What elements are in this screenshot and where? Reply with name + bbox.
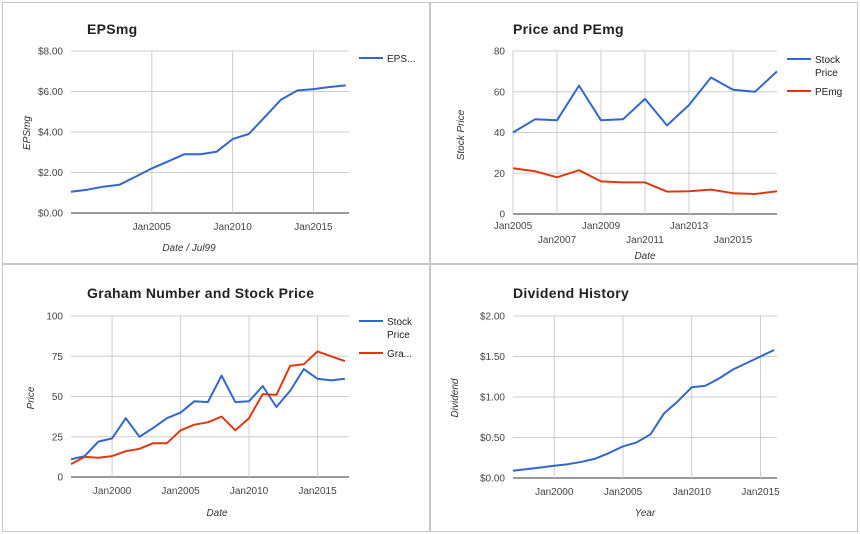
legend-label-stock-price: Stock Price — [387, 317, 413, 341]
series-line-1[interactable] — [512, 70, 778, 134]
x-axis-ticks: Jan2005 Jan2009 Jan2013 Jan2007 Jan2011 Jan20… — [494, 221, 753, 246]
chart-title: Graham Number and Stock Price — [87, 285, 314, 301]
y-axis-ticks: 0 20 40 60 80 — [494, 47, 506, 221]
y-tick-label: 80 — [494, 47, 506, 58]
x-tick-label: Jan2011 — [626, 235, 664, 246]
chart-title: Dividend History — [513, 285, 629, 301]
y-axis-title: EPSmg — [22, 116, 33, 150]
x-tick-label: Jan2015 — [294, 222, 333, 233]
graham-chart: Graham Number and Stock Price 0 25 50 75 100… — [26, 285, 413, 519]
y-tick-label: 100 — [46, 312, 63, 323]
x-axis-title: Year — [635, 508, 656, 519]
y-tick-label: $8.00 — [38, 47, 63, 58]
y-tick-label: $0.50 — [480, 433, 505, 444]
y-axis-title: Price — [26, 386, 37, 409]
x-axis-title: Date / Jul99 — [162, 243, 216, 254]
y-axis-title: Stock Price — [456, 109, 467, 160]
y-tick-label: $4.00 — [38, 128, 63, 139]
series-group — [512, 349, 775, 472]
x-tick-label: Jan2010 — [673, 487, 712, 498]
eps-chart-panel: EPSmg $0.00 $2.00 $4.00 $6.00 $8.00 Jan2005 J… — [2, 2, 430, 264]
x-axis-ticks: Jan2000 Jan2005 Jan2010 Jan2015 — [93, 486, 337, 497]
x-tick-label: Jan2005 — [604, 487, 643, 498]
y-axis-ticks: $0.00 $0.50 $1.00 $1.50 $2.00 — [480, 312, 505, 485]
y-tick-label: $6.00 — [38, 87, 63, 98]
gridlines — [512, 50, 777, 215]
series-line-2[interactable] — [512, 167, 778, 195]
y-axis-ticks: 0 25 50 75 100 — [46, 312, 63, 484]
y-tick-label: 25 — [52, 432, 64, 443]
x-tick-label: Jan2005 — [494, 221, 533, 232]
x-tick-label: Jan2010 — [230, 486, 269, 497]
legend-label-line: Price — [387, 330, 410, 341]
legend-label-pemg: PEmg — [815, 87, 842, 98]
y-tick-label: 75 — [52, 352, 64, 363]
y-tick-label: $1.50 — [480, 352, 505, 363]
y-tick-label: $2.00 — [480, 312, 505, 323]
legend-label-line: Stock — [387, 317, 413, 328]
x-axis-title: Date — [634, 251, 656, 262]
y-axis-title: Dividend — [450, 378, 461, 417]
x-tick-label: Jan2010 — [213, 222, 252, 233]
y-tick-label: $0.00 — [38, 209, 63, 220]
chart-title: Price and PEmg — [513, 21, 624, 37]
dividend-chart-panel: Dividend History $0.00 $0.50 $1.00 $1.50 $2.… — [430, 264, 858, 532]
x-tick-label: Jan2015 — [714, 235, 753, 246]
y-tick-label: $2.00 — [38, 168, 63, 179]
series-line-1[interactable] — [512, 349, 775, 472]
series-group — [70, 84, 346, 193]
x-tick-label: Jan2007 — [538, 235, 577, 246]
y-tick-label: 20 — [494, 169, 506, 180]
legend[interactable]: Stock Price PEmg — [787, 55, 842, 98]
legend-label-line: Stock — [815, 55, 841, 66]
y-tick-label: 0 — [499, 210, 505, 221]
legend-label-line: Price — [815, 68, 838, 79]
y-tick-label: 40 — [494, 128, 506, 139]
x-tick-label: Jan2015 — [741, 487, 780, 498]
price-pe-chart-panel: Price and PEmg 0 20 40 60 80 Jan2005 Jan2009 J… — [430, 2, 858, 264]
x-axis-title: Date — [206, 508, 228, 519]
x-tick-label: Jan2000 — [93, 486, 132, 497]
gridlines — [513, 315, 777, 479]
y-axis-ticks: $0.00 $2.00 $4.00 $6.00 $8.00 — [38, 47, 63, 220]
gridlines — [71, 50, 349, 214]
legend-label-stock-price: Stock Price — [815, 55, 841, 79]
legend[interactable]: Stock Price Gra... — [359, 317, 413, 360]
x-tick-label: Jan2013 — [670, 221, 709, 232]
series-group — [70, 350, 346, 465]
dividend-chart: Dividend History $0.00 $0.50 $1.00 $1.50 $2.… — [450, 285, 780, 519]
x-tick-label: Jan2015 — [298, 486, 337, 497]
x-axis-ticks: Jan2005 Jan2010 Jan2015 — [133, 222, 333, 233]
eps-chart: EPSmg $0.00$2.00$4.00$6.00$8.00 Jan2005 J… — [22, 21, 415, 254]
legend[interactable]: EPS... — [359, 54, 415, 65]
y-tick-label: 50 — [52, 392, 64, 403]
y-tick-label: 60 — [494, 87, 506, 98]
y-tick-label: $0.00 — [480, 474, 505, 485]
x-axis-ticks: Jan2000 Jan2005 Jan2010 Jan2015 — [535, 487, 780, 498]
chart-title: EPSmg — [87, 21, 138, 37]
x-tick-label: Jan2009 — [582, 221, 621, 232]
series-group — [512, 70, 778, 195]
x-tick-label: Jan2005 — [133, 222, 172, 233]
legend-label-eps: EPS... — [387, 54, 415, 65]
series-line-1[interactable] — [70, 84, 346, 193]
graham-chart-panel: Graham Number and Stock Price 0 25 50 75 100… — [2, 264, 430, 532]
series-line-1[interactable] — [70, 368, 346, 461]
series-line-2[interactable] — [70, 350, 346, 465]
y-tick-label: $1.00 — [480, 393, 505, 404]
x-tick-label: Jan2005 — [161, 486, 200, 497]
y-tick-label: 0 — [57, 473, 63, 484]
legend-label-graham: Gra... — [387, 349, 412, 360]
x-tick-label: Jan2000 — [535, 487, 574, 498]
